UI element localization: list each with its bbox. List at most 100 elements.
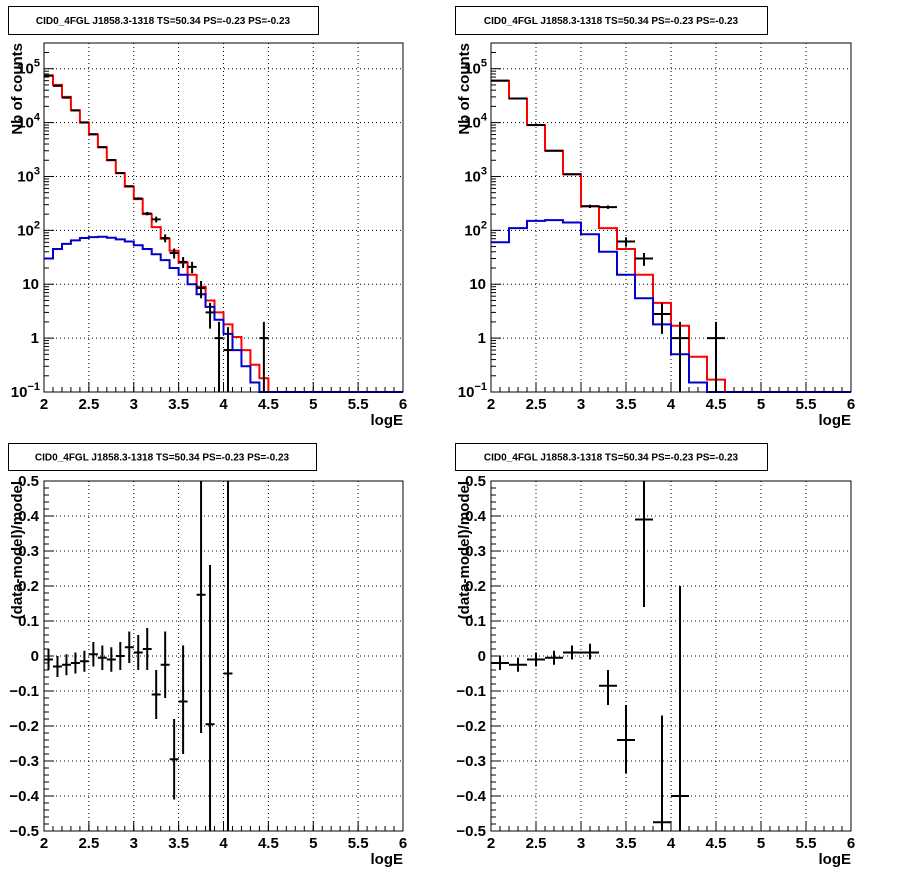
x-tick-label: 2 [487,396,495,413]
x-tick-label: 5 [309,835,317,852]
y-tick-label: −0.5 [456,823,486,840]
data-point [142,628,152,670]
chart-title-box [8,443,317,471]
data-point [160,631,170,698]
data-point [187,261,197,274]
y-tick-label: 103 [464,165,487,185]
data-point [671,586,689,831]
chart-title-box [455,443,768,471]
data-point [196,481,206,733]
y-tick-label: 10−1 [11,381,40,401]
data-point [223,327,233,392]
y-axis-label: (data-model)/model [9,481,26,619]
data-point [653,715,671,831]
data-points [44,481,233,831]
x-tick-label: 2 [40,835,48,852]
y-axis-label: Nb of counts [456,43,473,135]
chart-title: CID0_4FGL J1858.3-1318 TS=50.34 PS=-0.23… [484,453,739,464]
data-point [160,234,170,243]
y-tick-label: −0.2 [9,718,39,735]
plot-frame [43,480,404,832]
y-tick-label: 10−1 [458,381,487,401]
x-tick-label: 5.5 [796,835,817,852]
data-point [151,670,161,719]
data-point [106,159,116,162]
x-tick-label: 3 [130,396,138,413]
x-tick-label: 5.5 [348,835,369,852]
x-tick-label: 5.5 [348,396,369,413]
x-tick-label: 3.5 [616,835,637,852]
x-tick-label: 4.5 [258,396,279,413]
y-tick-label: −0.5 [9,823,39,840]
chart-title: CID0_4FGL J1858.3-1318 TS=50.34 PS=-0.23… [36,16,291,27]
data-point [124,185,134,188]
data-point [97,645,107,670]
y-tick-label: 0.2 [18,578,39,595]
data-point [88,642,98,667]
data-point [214,321,224,392]
data-point [599,205,617,209]
y-tick-label: 102 [464,219,487,239]
y-tick-label: −0.3 [9,753,39,770]
data-point [581,643,599,660]
data-point [581,204,599,208]
data-point [115,171,125,174]
x-tick-label: 2.5 [78,396,99,413]
x-tick-label: 2.5 [78,835,99,852]
data-point [563,645,581,660]
x-tick-label: 4 [219,835,228,852]
plot-frame [43,42,404,393]
data-point [151,216,161,223]
data-point [133,197,143,200]
x-tick-label: 2.5 [526,396,547,413]
y-tick-label: −0.2 [456,718,486,735]
data-point [115,642,125,670]
x-axis-label: logE [371,412,404,429]
y-tick-label: 0.3 [465,543,486,560]
data-point [707,321,725,392]
y-tick-label: 102 [17,219,40,239]
y-tick-label: −0.4 [456,788,486,805]
x-tick-label: 2 [487,835,495,852]
y-axis-label: (data-model)/model [456,481,473,619]
x-axis-label: logE [371,851,404,868]
y-tick-label: −0.4 [9,788,39,805]
y-tick-label: 1 [31,330,39,347]
y-tick-label: 0.4 [465,508,487,525]
y-tick-label: 104 [17,112,41,132]
chart-title-box [455,6,768,35]
data-point [599,670,617,705]
data-points [491,79,725,392]
y-tick-label: 10 [469,276,486,293]
chart-panel-2: CID0_4FGL J1858.3-1318 TS=50.34 PS=-0.23… [455,6,855,429]
plot-frame [490,480,852,832]
x-tick-label: 4.5 [706,396,727,413]
x-tick-label: 6 [399,396,407,413]
chart-panel-1: CID0_4FGL J1858.3-1318 TS=50.34 PS=-0.23… [8,6,407,429]
data-point [545,650,563,665]
data-points [491,481,689,831]
data-point [563,173,581,176]
data-point [61,654,71,676]
y-axis-label: Nb of counts [9,43,26,135]
x-tick-label: 2 [40,396,48,413]
data-point [169,248,179,259]
data-point [79,650,89,672]
data-point [635,481,653,607]
plot-frame [490,42,852,393]
data-point [178,645,188,754]
chart-title-box [8,6,319,35]
chart-panel-4: CID0_4FGL J1858.3-1318 TS=50.34 PS=-0.23… [455,443,855,868]
y-tick-label: 0.4 [18,508,40,525]
data-point [178,257,188,269]
y-tick-label: 0.1 [465,613,486,630]
data-point [205,565,215,831]
chart-title: CID0_4FGL J1858.3-1318 TS=50.34 PS=-0.23… [35,453,290,464]
x-tick-label: 3 [577,835,585,852]
y-tick-label: −0.1 [456,683,486,700]
chart-title: CID0_4FGL J1858.3-1318 TS=50.34 PS=-0.23… [484,16,739,27]
data-point [52,656,62,677]
data-point [169,719,179,800]
y-tick-label: 0.3 [18,543,39,560]
x-tick-label: 4.5 [258,835,279,852]
